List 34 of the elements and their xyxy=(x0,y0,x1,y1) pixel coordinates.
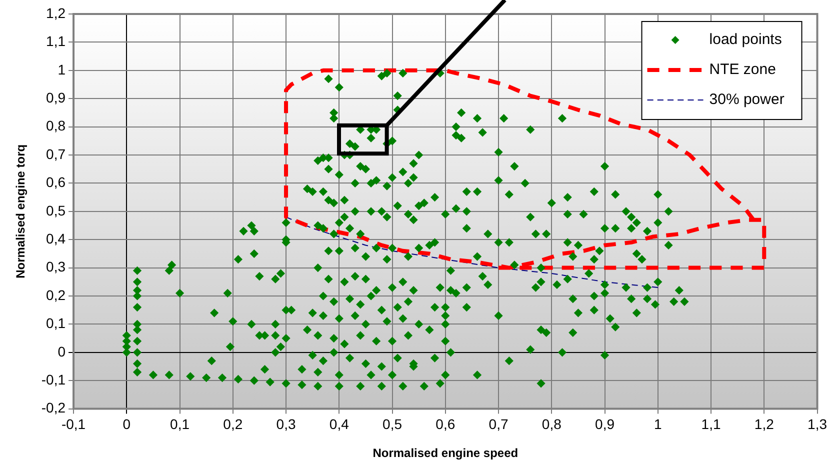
legend-label: 30% power xyxy=(709,91,784,108)
x-tick-label: 1 xyxy=(654,416,662,432)
x-tick-label: 0,2 xyxy=(223,416,243,432)
x-tick-label: 0,9 xyxy=(595,416,615,432)
x-tick-label: 0,8 xyxy=(542,416,562,432)
x-tick-label: 0,3 xyxy=(276,416,296,432)
legend-label: load points xyxy=(709,31,782,48)
y-tick-label: 0,7 xyxy=(46,146,66,162)
x-tick-label: 0,5 xyxy=(382,416,402,432)
y-tick-label: -0,2 xyxy=(41,400,66,416)
y-tick-label: 0,4 xyxy=(46,230,66,246)
y-tick-label: 0,3 xyxy=(46,258,66,275)
y-tick-label: 1,1 xyxy=(46,33,66,50)
y-tick-label: 0,1 xyxy=(46,315,66,332)
x-tick-label: 0,1 xyxy=(170,416,190,432)
y-tick-label: -0,1 xyxy=(41,371,66,388)
x-tick-label: 1,3 xyxy=(808,416,828,432)
y-tick-label: 0,5 xyxy=(46,202,66,218)
y-tick-label: 0,6 xyxy=(46,174,66,190)
y-tick-label: 1 xyxy=(58,61,66,78)
x-tick-label: 0,7 xyxy=(488,416,508,432)
x-axis-title: Normalised engine speed xyxy=(372,446,518,460)
y-tick-label: 0 xyxy=(58,343,66,360)
y-tick-label: 0,9 xyxy=(46,89,66,106)
x-tick-label: 1,1 xyxy=(701,416,721,432)
x-tick-label: 0,4 xyxy=(329,416,350,432)
legend-label: NTE zone xyxy=(709,61,776,78)
x-tick-label: 0,6 xyxy=(436,416,456,432)
y-tick-label: 0,2 xyxy=(46,286,66,303)
x-tick-label: 0 xyxy=(122,416,131,432)
y-tick-label: 0,8 xyxy=(46,118,66,134)
y-axis-title: Normalised engine torq xyxy=(14,144,28,278)
y-tick-label: 1,2 xyxy=(46,4,66,21)
x-tick-label: 1,2 xyxy=(754,416,774,432)
